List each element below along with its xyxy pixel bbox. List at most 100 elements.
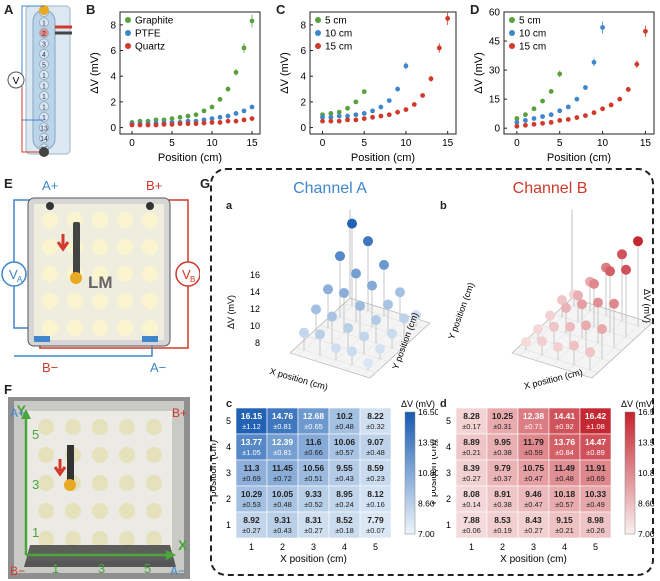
cell-error: ±0.51: [304, 474, 323, 483]
data-point: [169, 116, 175, 121]
board-dot: [142, 320, 158, 336]
y-tick-label: 15: [489, 95, 501, 106]
data-point: [249, 18, 255, 24]
data-point: [600, 106, 605, 112]
colorbar-segment: [625, 512, 635, 517]
cell-value: 13.77: [241, 437, 263, 447]
colorbar-segment: [625, 466, 635, 471]
data-point: [420, 93, 426, 98]
colorbar-tick-label: 10.80: [638, 468, 654, 478]
stem-point: [327, 311, 337, 322]
colorbar-segment: [625, 439, 635, 443]
board-dot: [142, 239, 158, 255]
cell-value: 8.91: [494, 489, 511, 499]
heatmap-cell: [359, 433, 392, 461]
tube-cell-label: 13: [40, 125, 48, 132]
colorbar-segment: [405, 527, 415, 532]
y-axis-label: Y position (cm): [432, 440, 439, 507]
x-axis-label: X position (cm): [280, 554, 347, 565]
colorbar-segment: [625, 421, 635, 425]
colorbar-segment: [405, 506, 415, 511]
cell-value: 14.47: [585, 437, 607, 447]
data-point: [591, 110, 597, 116]
colorbar-segment: [625, 482, 635, 486]
stem-point: [573, 290, 583, 301]
heatmap-cell: [235, 511, 268, 539]
data-point: [345, 117, 350, 123]
cell-value: 11.91: [585, 463, 606, 473]
y-tick-label: 0: [300, 123, 306, 134]
colorbar-segment: [405, 476, 415, 480]
y-tick-label: 8: [300, 20, 306, 31]
y-axis-label: ΔV (mV): [279, 52, 291, 94]
data-point: [361, 89, 367, 95]
tube-cell: [38, 111, 50, 123]
x-tick-label: 2: [500, 542, 505, 552]
data-point: [378, 104, 384, 110]
cell-error: ±0.06: [462, 526, 481, 535]
cell-value: 10.06: [334, 437, 356, 447]
cell-error: ±0.43: [335, 474, 354, 483]
cell-error: ±0.48: [335, 422, 354, 431]
legend-label: Graphite: [135, 16, 174, 27]
plot-frame: [119, 11, 261, 135]
x-tick-label: 5: [593, 542, 598, 552]
heatmap-cell: [266, 511, 299, 539]
x-tick-label: 10: [400, 138, 412, 149]
colorbar-segment: [405, 460, 415, 465]
y-tick-label: 8: [110, 20, 116, 31]
data-point: [249, 104, 255, 110]
data-point: [557, 108, 563, 114]
heatmap-cell: [328, 407, 361, 435]
y-axis-label: ΔV (mV): [473, 52, 485, 94]
stem-point: [569, 340, 579, 351]
colorbar-segment: [625, 479, 635, 483]
data-point: [233, 69, 239, 75]
data-point: [548, 88, 554, 94]
colorbar-segment: [625, 485, 635, 489]
colorbar-tick-label: 7.00: [418, 529, 435, 539]
cell-value: 8.43: [525, 515, 542, 525]
cell-error: ±0.65: [304, 422, 323, 431]
data-point: [574, 96, 580, 102]
board-dot: [65, 419, 81, 435]
svg-text:B−: B−: [42, 360, 58, 375]
board-dot: [142, 293, 158, 309]
data-point: [395, 86, 400, 92]
cell-value: 8.08: [463, 489, 480, 499]
tube-cell-label: 1: [42, 73, 46, 80]
heatmap-cell: [579, 433, 612, 461]
tube-cell-label: 1: [42, 20, 46, 27]
data-point: [217, 96, 223, 102]
y-tick-label: 6: [110, 46, 116, 57]
cell-error: ±0.52: [304, 500, 323, 509]
data-point: [249, 116, 255, 121]
data-point: [225, 118, 231, 124]
data-point: [531, 106, 537, 112]
colorbar-frame: [624, 411, 636, 535]
colorbar-segment: [405, 488, 415, 492]
heatmap-cell: [486, 407, 519, 435]
colorbar-segment: [405, 412, 415, 416]
y-tick-label: 5: [446, 416, 451, 426]
svg-text:B+: B+: [146, 178, 162, 193]
cell-error: ±0.18: [335, 526, 354, 535]
board-dot: [146, 531, 162, 547]
stem-point: [537, 336, 547, 347]
cell-error: ±0.71: [524, 422, 543, 431]
data-point: [548, 119, 554, 125]
cell-value: 11.79: [523, 437, 544, 447]
x-axis-label: Position (cm): [158, 152, 222, 164]
channel-b-title: Channel B: [512, 180, 588, 197]
y-tick-label: 5: [226, 416, 231, 426]
stem-point: [561, 302, 571, 313]
tube-cell: [38, 59, 50, 70]
colorbar-frame: [404, 411, 416, 535]
y-tick-label: 4: [300, 72, 306, 83]
cell-value: 11.6: [305, 437, 321, 447]
data-point: [201, 120, 207, 126]
x-tick-label: 15: [246, 138, 258, 149]
stem-point: [621, 264, 631, 275]
cell-error: ±0.27: [242, 526, 261, 535]
voltmeter-icon: [7, 71, 25, 89]
